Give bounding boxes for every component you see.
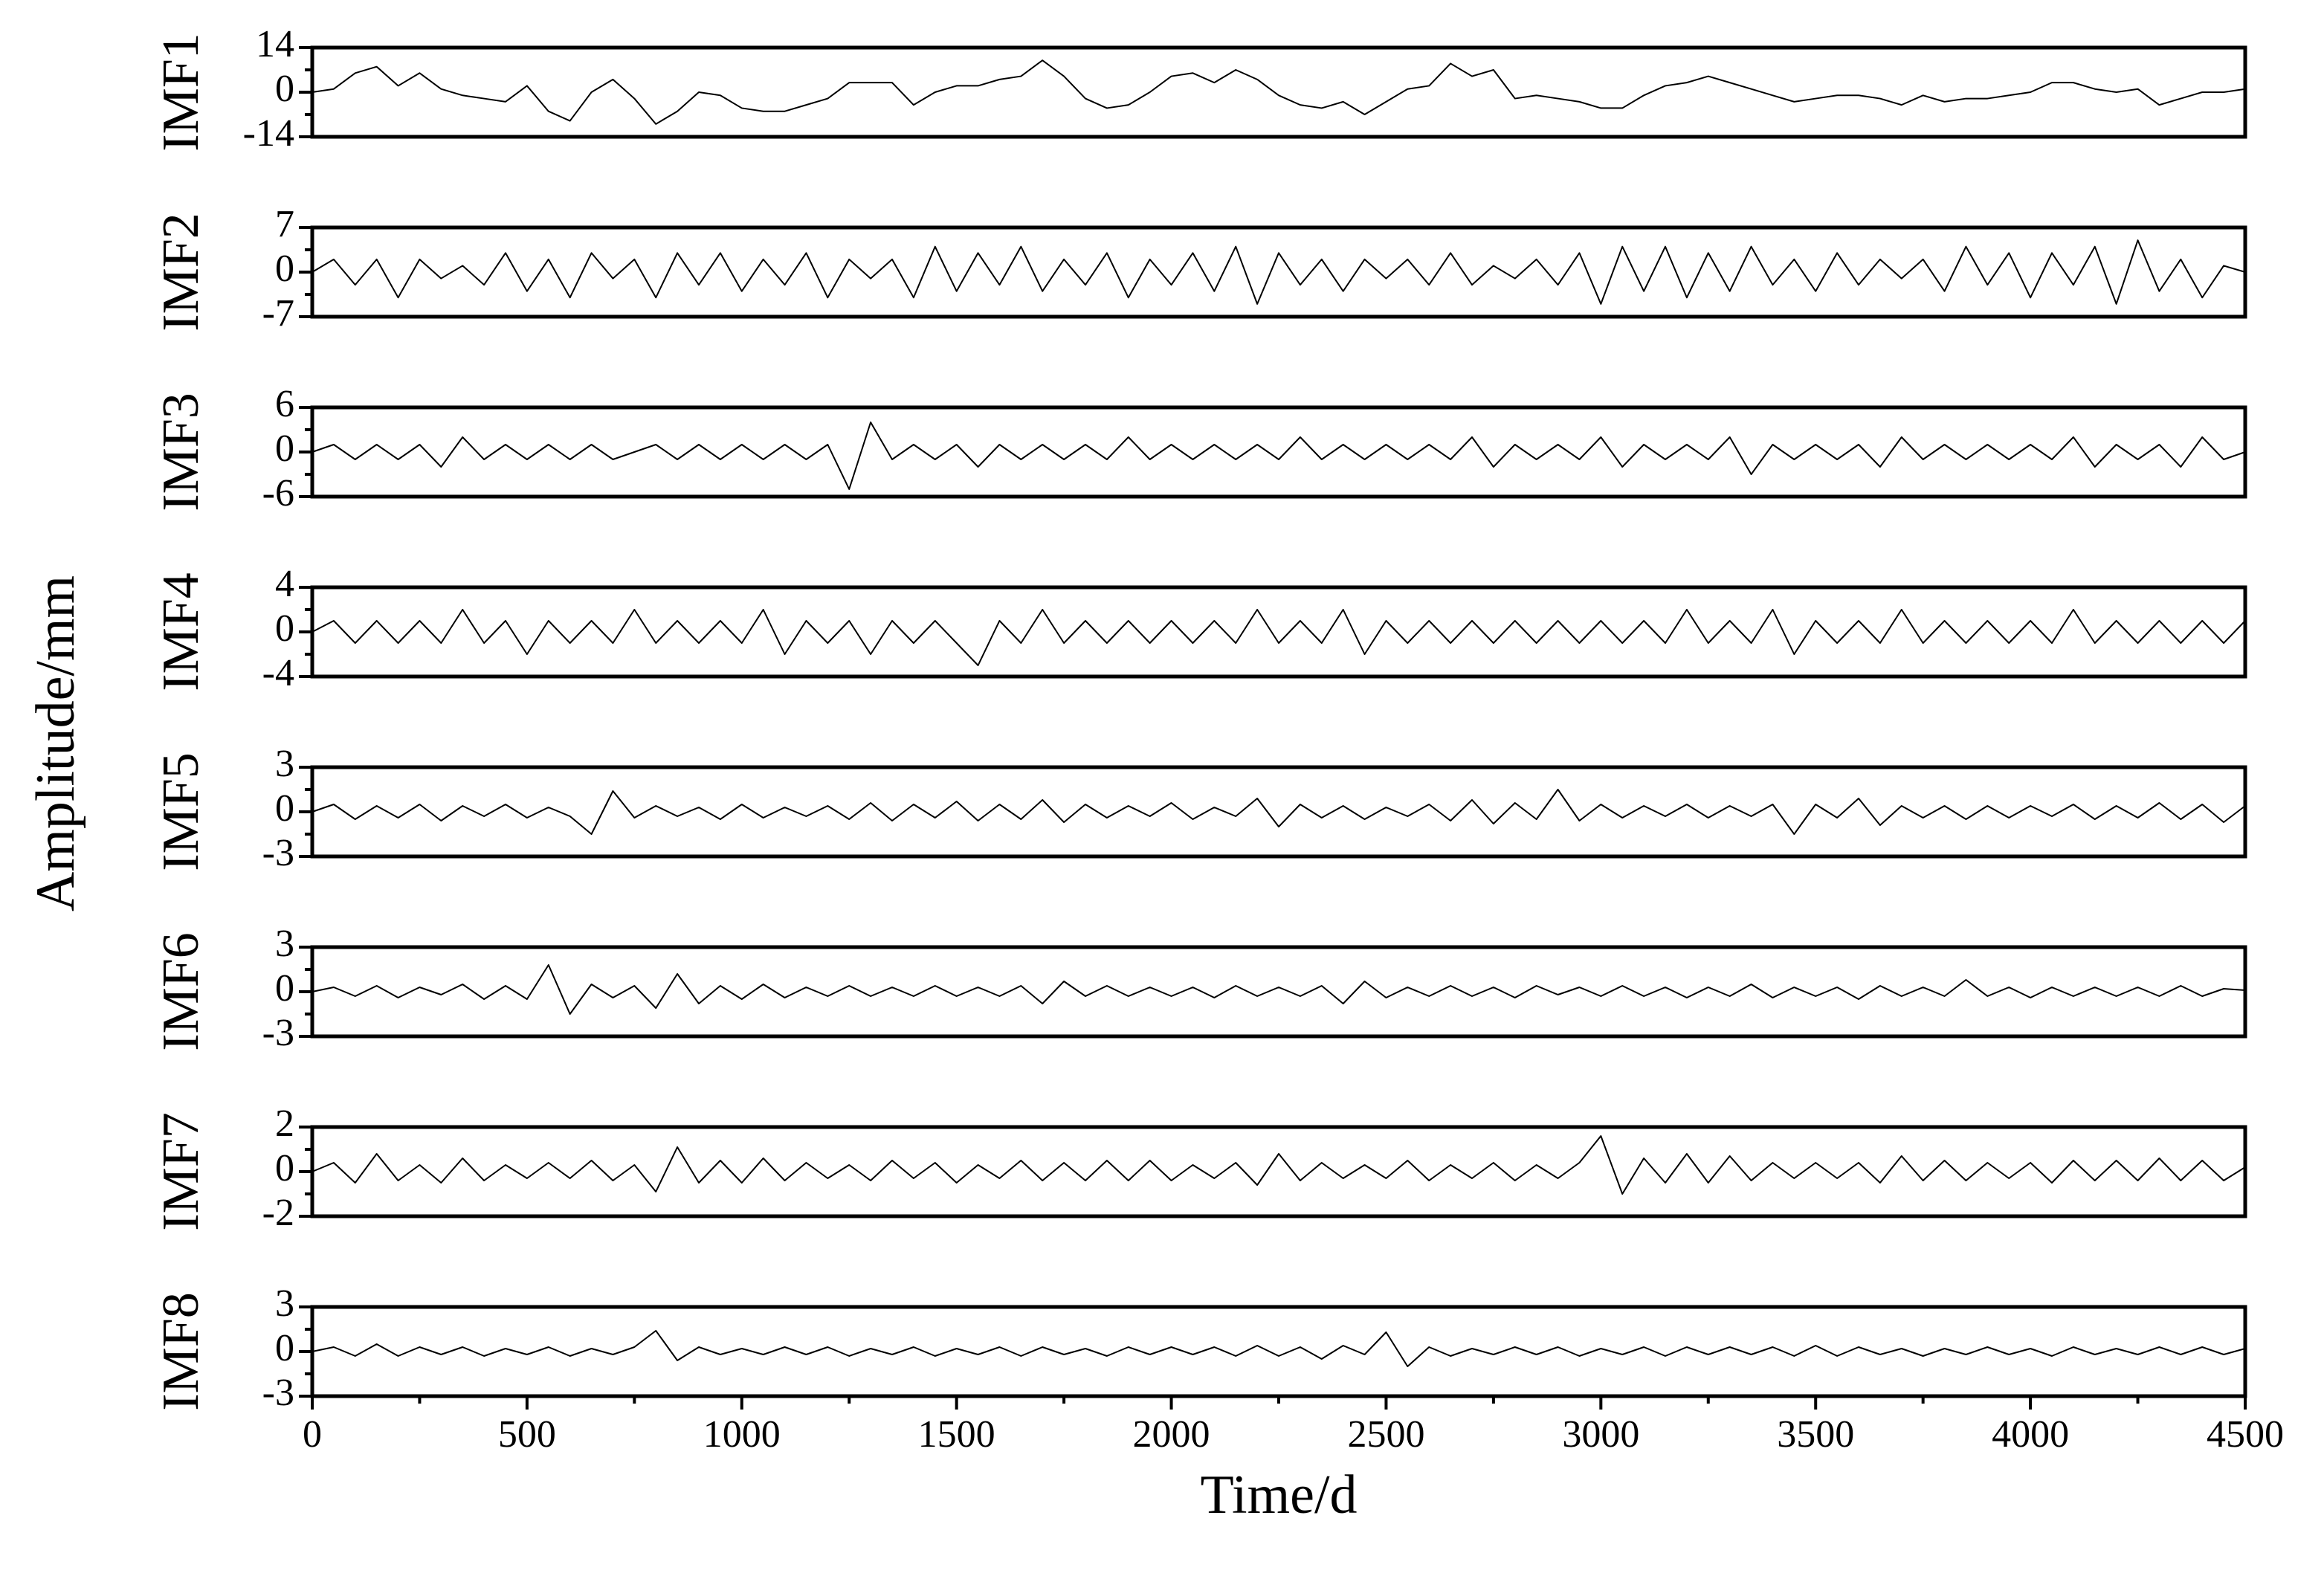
- signal-line: [312, 789, 2246, 835]
- x-tick-label: 1500: [918, 1413, 995, 1456]
- y-tick-label: 3: [275, 743, 294, 785]
- y-tick-label: -3: [262, 1372, 294, 1414]
- x-tick-label: 3000: [1562, 1413, 1639, 1456]
- panel-label: IMF3: [152, 393, 210, 511]
- panel-label: IMF1: [152, 33, 210, 151]
- panel-frame: [310, 405, 2247, 499]
- y-tick-label: -3: [262, 1012, 294, 1054]
- y-tick-label: -14: [243, 112, 294, 155]
- y-tick-label: 0: [275, 607, 294, 650]
- signal-line: [312, 422, 2246, 490]
- y-tick-label: -2: [262, 1192, 294, 1234]
- x-tick-label: 1000: [703, 1413, 781, 1456]
- y-tick-label: 0: [275, 427, 294, 470]
- y-tick-label: -3: [262, 832, 294, 874]
- panel-label: IMF2: [152, 213, 210, 331]
- y-tick-label: 0: [275, 248, 294, 290]
- y-tick-label: -6: [262, 472, 294, 514]
- x-tick-label: 2000: [1133, 1413, 1210, 1456]
- y-tick-label: 0: [275, 1327, 294, 1369]
- y-tick-label: 0: [275, 68, 294, 110]
- panel-label: IMF7: [152, 1112, 210, 1230]
- signal-line: [312, 1135, 2246, 1195]
- panel-frame: [310, 585, 2247, 679]
- signal-line: [312, 1330, 2246, 1367]
- panel-frame: [310, 45, 2247, 139]
- x-tick-label: 3500: [1777, 1413, 1854, 1456]
- panel-label: IMF6: [152, 932, 210, 1050]
- panel-label: IMF5: [152, 752, 210, 871]
- panel-frame: [310, 765, 2247, 859]
- signal-line: [312, 964, 2246, 1015]
- y-tick-label: 7: [275, 203, 294, 245]
- y-tick-label: 3: [275, 1282, 294, 1325]
- y-tick-label: 6: [275, 383, 294, 425]
- y-tick-label: 2: [275, 1102, 294, 1145]
- y-tick-label: -4: [262, 652, 294, 694]
- signal-line: [312, 239, 2246, 305]
- x-tick-label: 4500: [2207, 1413, 2284, 1456]
- y-tick-label: 0: [275, 787, 294, 830]
- y-axis-label: Amplitude/mm: [25, 575, 86, 911]
- x-tick-label: 4000: [1992, 1413, 2069, 1456]
- y-tick-label: 0: [275, 967, 294, 1010]
- y-tick-label: 14: [256, 23, 294, 65]
- y-tick-label: -7: [262, 292, 294, 335]
- panel-frame: [310, 1125, 2247, 1218]
- x-tick-label: 2500: [1347, 1413, 1424, 1456]
- signal-line: [312, 59, 2246, 125]
- x-tick-label: 500: [498, 1413, 556, 1456]
- panel-frame: [310, 225, 2247, 319]
- y-tick-label: 0: [275, 1147, 294, 1189]
- panel-label: IMF8: [152, 1292, 210, 1410]
- x-tick-label: 0: [303, 1413, 322, 1456]
- panel-label: IMF4: [152, 572, 210, 691]
- y-tick-label: 3: [275, 923, 294, 965]
- panel-frame: [310, 945, 2247, 1039]
- x-axis-label: Time/d: [1200, 1465, 1357, 1526]
- signal-line: [312, 609, 2246, 666]
- y-tick-label: 4: [275, 563, 294, 605]
